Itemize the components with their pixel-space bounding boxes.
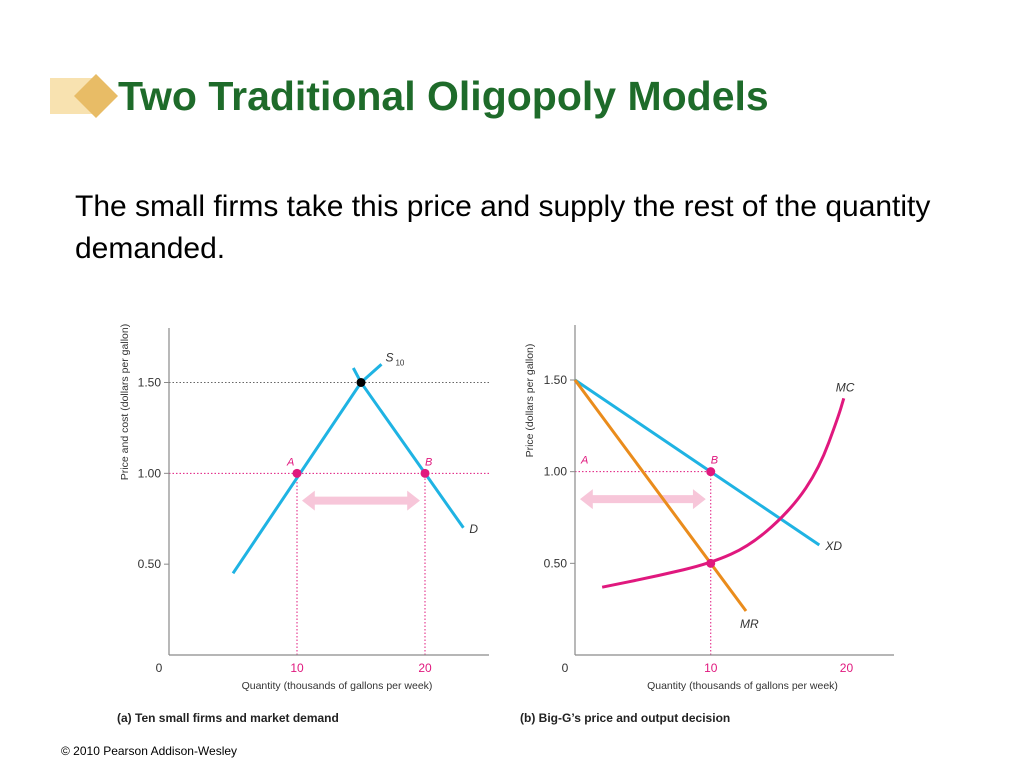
y-tick-label: 0.50 xyxy=(544,556,568,570)
x-axis-title: Quantity (thousands of gallons per week) xyxy=(647,680,838,692)
y-tick-label: 0.50 xyxy=(138,557,162,571)
chart-caption: (a) Ten small firms and market demand xyxy=(117,711,339,725)
y-tick-label: 1.50 xyxy=(138,376,162,390)
point-label-b: B xyxy=(425,456,432,468)
y-tick-label: 1.00 xyxy=(138,466,162,480)
chart-caption: (b) Big-G’s price and output decision xyxy=(520,711,730,725)
x-tick-label: 0 xyxy=(562,661,569,675)
y-axis-title: Price and cost (dollars per gallon) xyxy=(119,324,131,480)
y-axis-title: Price (dollars per gallon) xyxy=(524,344,536,458)
x-tick-label: 20 xyxy=(418,661,432,675)
slide-body-text: The small firms take this price and supp… xyxy=(75,190,931,265)
x-tick-label: 0 xyxy=(156,661,163,675)
series-label-s10: S xyxy=(385,350,393,364)
page-title: Two Traditional Oligopoly Models xyxy=(118,73,769,119)
double-arrow-icon xyxy=(302,490,420,511)
series-line-d xyxy=(351,367,465,529)
title-bullet-diamond xyxy=(74,74,118,118)
point-label-a: A xyxy=(580,455,588,467)
copyright-footer: © 2010 Pearson Addison-Wesley xyxy=(61,744,238,758)
series-label-mr: MR xyxy=(740,617,759,631)
point-label-b: B xyxy=(711,455,718,467)
double-arrow-icon xyxy=(580,489,706,510)
x-axis-title: Quantity (thousands of gallons per week) xyxy=(242,680,433,692)
series-line-s10 xyxy=(231,363,383,575)
point-label-a: A xyxy=(286,456,294,468)
series-line-xd xyxy=(574,378,821,547)
y-tick-label: 1.00 xyxy=(544,465,568,479)
chart-panel-a: 0.50 1.00 1.50 0 10 20 Quantity (thousands of … xyxy=(117,324,489,725)
data-point xyxy=(292,468,302,478)
x-tick-label: 10 xyxy=(290,661,304,675)
y-tick-label: 1.50 xyxy=(544,373,568,387)
data-point xyxy=(706,558,716,568)
x-tick-label: 20 xyxy=(840,661,854,675)
series-label-mc: MC xyxy=(836,380,855,394)
data-point xyxy=(420,468,430,478)
series-label-sub: 10 xyxy=(395,358,404,367)
series-label-xd: XD xyxy=(824,539,842,553)
series-line-mc xyxy=(601,397,846,589)
series-label-d: D xyxy=(469,522,478,536)
data-point xyxy=(706,467,716,477)
data-point xyxy=(356,378,366,387)
x-tick-label: 10 xyxy=(704,661,718,675)
title-bullet-icon xyxy=(50,74,118,118)
